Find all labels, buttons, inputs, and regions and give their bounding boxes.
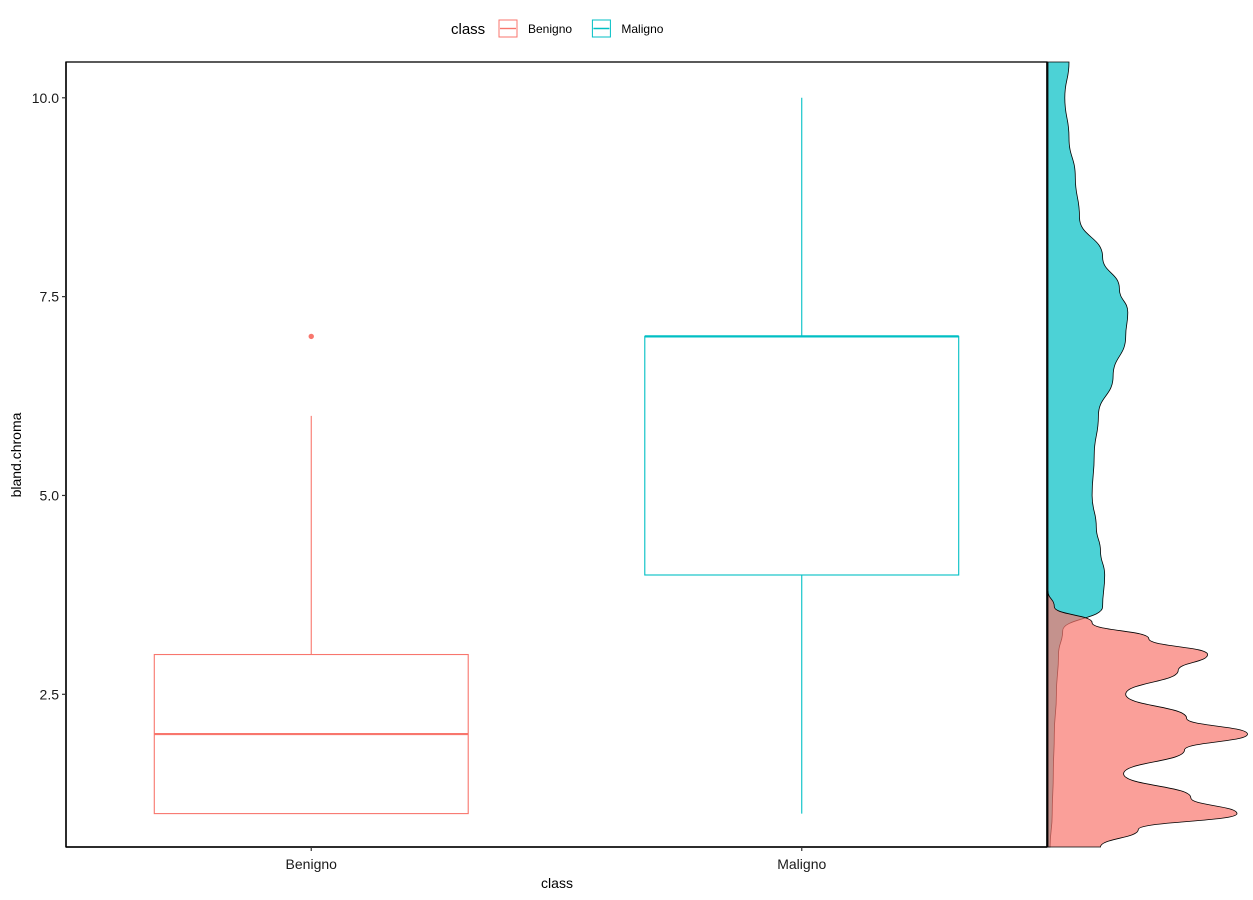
box [644, 335, 960, 576]
legend-label: Maligno [621, 22, 663, 36]
x-axis-ticks: Benigno Maligno [286, 847, 826, 872]
y-tick-label: 7.5 [40, 289, 60, 305]
x-axis-title: class [541, 875, 573, 891]
legend: class Benigno Maligno [451, 19, 664, 38]
x-tick-label: Benigno [286, 856, 338, 872]
legend-item-benigno: Benigno [498, 19, 572, 38]
marginal-density [1047, 61, 1248, 848]
y-tick-label: 5.0 [40, 487, 60, 503]
x-tick-label: Maligno [777, 856, 826, 872]
y-tick-label: 2.5 [40, 686, 60, 702]
boxplot-benigno [153, 333, 469, 815]
density-benigno [1047, 590, 1248, 848]
box-layer [153, 97, 960, 815]
y-axis-title: bland.chroma [8, 412, 24, 497]
y-tick-label: 10.0 [32, 90, 59, 106]
y-axis-ticks: 2.5 5.0 7.5 10.0 [32, 90, 66, 702]
boxplot-maligno [644, 97, 960, 814]
legend-item-maligno: Maligno [591, 19, 664, 38]
legend-label: Benigno [528, 22, 572, 36]
outlier-point [308, 333, 314, 340]
legend-title: class [451, 21, 485, 38]
